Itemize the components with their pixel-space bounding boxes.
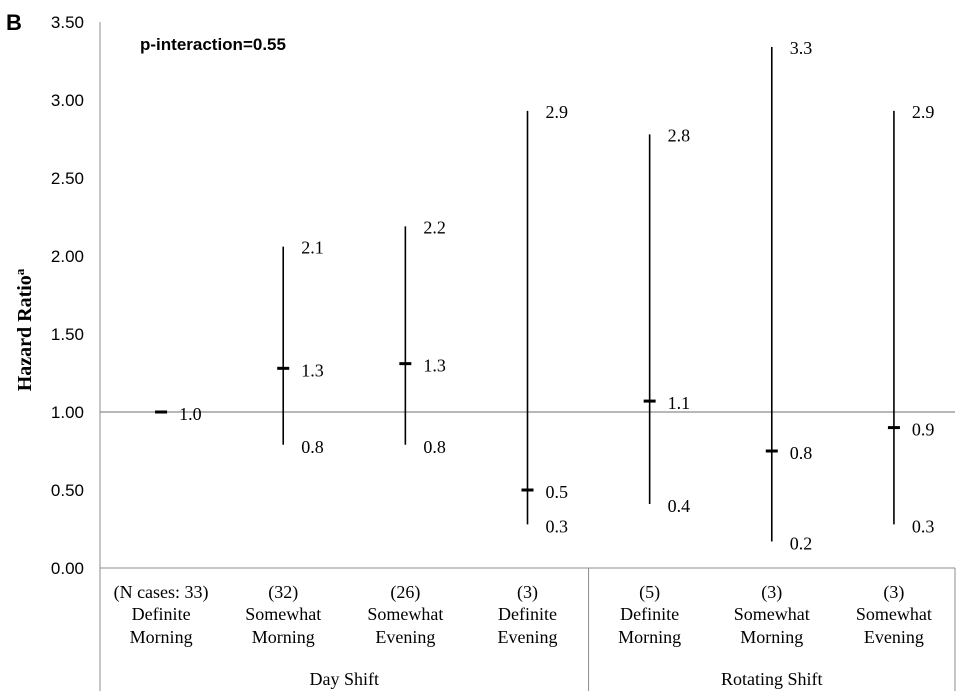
estimate-group: 1.0 [155,404,202,424]
category-label-line1: Definite [498,604,557,624]
y-axis-title: Hazard Ratioa [12,268,36,391]
category-label-line2: Morning [130,627,193,647]
estimate-group: 1.3 2.2 0.8 [399,217,446,457]
category-case-count: (N cases: 33) [114,582,209,603]
estimate-group: 0.5 2.9 0.3 [521,102,569,536]
y-tick-labels: 0.00 0.50 1.00 1.50 2.00 2.50 3.00 3.50 [51,13,84,578]
y-axis-title-text: Hazard Ratio [14,275,36,391]
category-label-line2: Evening [864,627,924,647]
y-tick-label: 0.00 [51,559,84,578]
category-label-line2: Morning [252,627,315,647]
category-label-line1: Somewhat [245,604,321,624]
ci-lower-label: 0.3 [546,516,569,536]
category-label-line1: Somewhat [367,604,443,624]
ci-lower-label: 0.8 [423,437,446,457]
category-case-count: (26) [390,582,420,603]
category-case-count: (3) [761,582,782,603]
y-axis-title-superscript: a [12,268,27,275]
y-tick-label: 2.50 [51,169,84,188]
category-label-line2: Evening [498,627,558,647]
hr-value-label: 1.3 [423,356,446,376]
ci-upper-label: 2.1 [301,238,324,258]
y-tick-label: 1.00 [51,403,84,422]
estimate-group: 1.1 2.8 0.4 [643,125,691,516]
hr-value-label: 1.3 [301,360,324,380]
ci-upper-label: 2.9 [546,102,569,122]
ci-lower-label: 0.2 [790,533,813,553]
y-tick-label: 3.00 [51,91,84,110]
category-label-line1: Definite [132,604,191,624]
estimate-group: 0.9 2.9 0.3 [887,102,935,536]
ci-upper-label: 3.3 [790,38,813,58]
hr-value-label: 0.9 [912,420,935,440]
group-label: Day Shift [310,669,380,689]
category-label-line1: Somewhat [734,604,810,624]
ci-upper-label: 2.8 [668,125,691,145]
category-case-count: (5) [639,582,660,603]
data-marks: 1.0 1.3 2.1 0.8 1.3 2.2 0.8 0.5 2.9 0.3 1.1 2.8 0.4 0… [155,38,935,553]
ci-upper-label: 2.9 [912,102,935,122]
category-case-count: (3) [517,582,538,603]
category-case-count: (3) [883,582,904,603]
y-tick-label: 3.50 [51,13,84,32]
hr-value-label: 0.5 [546,482,569,502]
group-label: Rotating Shift [721,669,823,689]
estimate-group: 1.3 2.1 0.8 [277,238,324,457]
hr-value-label: 1.1 [668,393,691,413]
y-tick-label: 0.50 [51,481,84,500]
category-label-line2: Morning [740,627,803,647]
group-labels: Day Shift Rotating Shift [310,669,823,689]
ci-upper-label: 2.2 [423,217,446,237]
category-label-line1: Definite [620,604,679,624]
hr-value-label: 0.8 [790,443,813,463]
ci-lower-label: 0.8 [301,437,324,457]
y-tick-label: 1.50 [51,325,84,344]
category-label-line2: Evening [375,627,435,647]
hr-value-label: 1.0 [179,404,202,424]
ci-lower-label: 0.4 [668,496,691,516]
y-tick-label: 2.00 [51,247,84,266]
estimate-group: 0.8 3.3 0.2 [765,38,813,553]
p-interaction-annotation: p-interaction=0.55 [140,35,286,54]
panel-label: B [6,10,22,35]
category-label-line1: Somewhat [856,604,932,624]
category-label-line2: Morning [618,627,681,647]
axes [99,22,956,691]
category-labels: (N cases: 33)DefiniteMorning(32)Somewhat… [114,582,932,647]
category-case-count: (32) [268,582,298,603]
ci-lower-label: 0.3 [912,516,935,536]
